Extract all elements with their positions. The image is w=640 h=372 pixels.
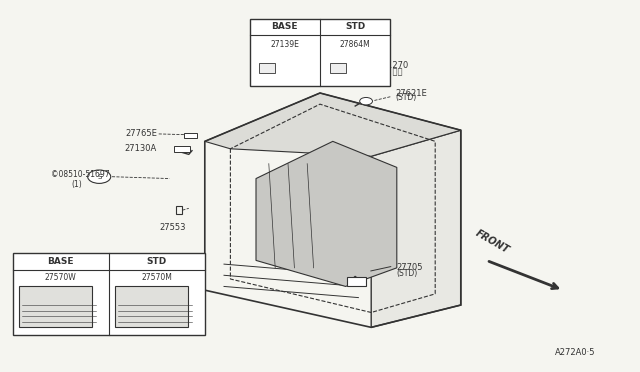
- Text: (STD): (STD): [397, 269, 418, 278]
- Bar: [184, 133, 197, 138]
- Bar: [13, 253, 205, 335]
- Text: STD: STD: [345, 22, 365, 31]
- Text: 27130A: 27130A: [125, 144, 157, 153]
- Text: 27139E: 27139E: [270, 40, 300, 49]
- Text: 27054M: 27054M: [268, 65, 301, 74]
- Text: 27621E: 27621E: [396, 89, 428, 97]
- Circle shape: [88, 170, 111, 183]
- Polygon shape: [205, 93, 461, 156]
- Text: (1): (1): [72, 180, 82, 189]
- Bar: [347, 277, 366, 286]
- Text: BASE: BASE: [47, 257, 74, 266]
- Bar: [259, 63, 275, 73]
- Text: 27553: 27553: [159, 223, 186, 232]
- FancyBboxPatch shape: [19, 286, 92, 327]
- Text: STD: STD: [147, 257, 167, 266]
- Text: 27765E: 27765E: [125, 129, 157, 138]
- Polygon shape: [256, 141, 397, 286]
- Circle shape: [360, 97, 372, 105]
- Bar: [174, 146, 190, 152]
- FancyBboxPatch shape: [115, 286, 188, 327]
- Text: 27570M: 27570M: [141, 273, 172, 282]
- Text: ©08510-51697: ©08510-51697: [51, 170, 110, 179]
- Bar: [330, 63, 346, 73]
- Text: S: S: [97, 174, 101, 180]
- Text: BASE: BASE: [271, 22, 298, 31]
- Text: (STD): (STD): [396, 93, 417, 102]
- Text: SEC.270 参照: SEC.270 参照: [355, 66, 403, 75]
- Text: FRONT: FRONT: [474, 228, 511, 256]
- Text: 27705: 27705: [397, 263, 423, 272]
- Text: SEE SEC.270: SEE SEC.270: [355, 61, 408, 70]
- Text: 27864M: 27864M: [340, 40, 371, 49]
- Text: 27570W: 27570W: [45, 273, 77, 282]
- Bar: [250, 19, 390, 86]
- Bar: [275, 77, 294, 83]
- Polygon shape: [371, 130, 461, 327]
- Text: A272A0·5: A272A0·5: [555, 348, 595, 357]
- Text: (STD): (STD): [274, 62, 296, 71]
